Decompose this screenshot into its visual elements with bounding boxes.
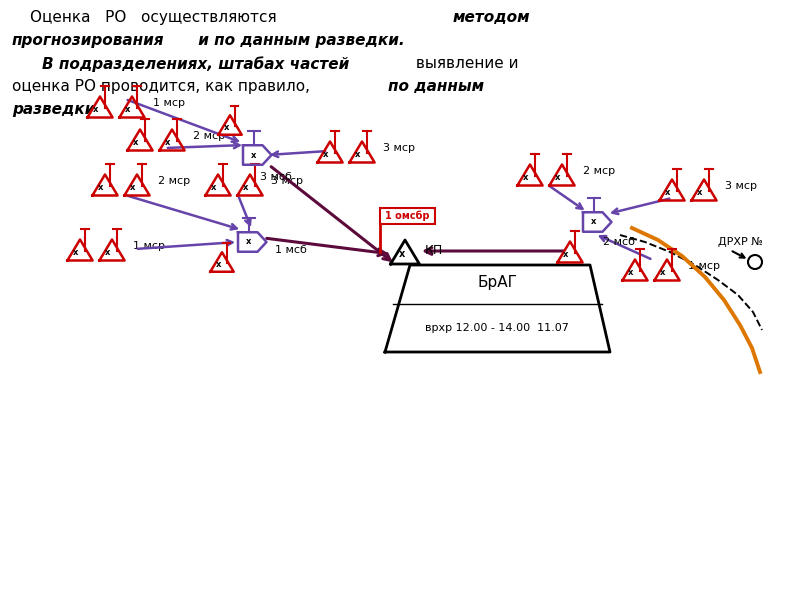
Text: x: x [125, 106, 130, 114]
Polygon shape [127, 130, 153, 151]
Text: x: x [591, 217, 596, 226]
Text: x: x [697, 188, 702, 197]
Text: по данным: по данным [388, 79, 484, 94]
Text: x: x [105, 248, 110, 257]
Text: ДРХР №: ДРХР № [718, 237, 763, 247]
Polygon shape [691, 179, 717, 200]
Polygon shape [87, 97, 113, 118]
Text: x: x [251, 151, 256, 160]
Polygon shape [622, 259, 648, 280]
Text: 1 омсбр: 1 омсбр [386, 211, 430, 221]
Polygon shape [518, 164, 542, 185]
Text: оценка РО проводится, как правило,: оценка РО проводится, как правило, [12, 79, 315, 94]
Text: x: x [355, 150, 361, 159]
Text: 2 мср: 2 мср [583, 166, 615, 176]
Text: x: x [73, 248, 78, 257]
Text: x: x [398, 250, 405, 259]
Text: x: x [223, 123, 229, 132]
Polygon shape [99, 239, 125, 260]
Text: x: x [98, 184, 103, 192]
Text: x: x [215, 260, 221, 269]
Text: 2 мср: 2 мср [158, 176, 190, 186]
Text: КП: КП [425, 244, 443, 257]
Text: x: x [130, 184, 135, 192]
Polygon shape [318, 142, 342, 163]
Polygon shape [654, 259, 680, 280]
Polygon shape [218, 115, 242, 135]
Polygon shape [206, 175, 230, 196]
Polygon shape [243, 145, 271, 165]
Polygon shape [238, 175, 262, 196]
Polygon shape [238, 232, 266, 252]
Text: x: x [211, 184, 217, 192]
Text: 2 мср: 2 мср [193, 131, 225, 141]
Text: 1 мсб: 1 мсб [275, 245, 307, 255]
Text: Оценка   РО   осуществляются: Оценка РО осуществляются [30, 10, 291, 25]
Text: 1 мср: 1 мср [133, 241, 165, 251]
Polygon shape [93, 175, 118, 196]
Polygon shape [558, 241, 582, 263]
Text: разведки.: разведки. [12, 102, 101, 117]
Text: 3 мср: 3 мср [725, 181, 757, 191]
Text: прогнозирования: прогнозирования [12, 33, 165, 48]
Text: 3 мср: 3 мср [271, 176, 303, 186]
Polygon shape [119, 97, 145, 118]
Polygon shape [659, 179, 685, 200]
Polygon shape [159, 130, 185, 151]
Text: x: x [555, 173, 561, 182]
Text: В подразделениях, штабах частей: В подразделениях, штабах частей [42, 56, 350, 72]
Text: методом: методом [453, 10, 530, 25]
Text: x: x [133, 138, 138, 147]
Text: 3 мср: 3 мср [383, 143, 415, 153]
Text: x: x [523, 173, 529, 182]
Text: x: x [563, 250, 569, 259]
Text: x: x [165, 138, 170, 147]
Polygon shape [350, 142, 374, 163]
Text: 1 мср: 1 мср [688, 261, 720, 271]
Polygon shape [125, 175, 150, 196]
Text: x: x [665, 188, 670, 197]
Text: x: x [660, 268, 666, 277]
Polygon shape [583, 212, 611, 232]
Text: x: x [243, 184, 249, 192]
Text: 2 мсб: 2 мсб [603, 237, 635, 247]
Text: 1 мср: 1 мср [153, 98, 185, 108]
Text: и по данным разведки.: и по данным разведки. [193, 33, 405, 48]
Text: 3 мсб: 3 мсб [260, 172, 292, 182]
Text: x: x [628, 268, 634, 277]
Polygon shape [550, 164, 574, 185]
Polygon shape [210, 252, 234, 272]
Text: выявление и: выявление и [411, 56, 518, 71]
Text: x: x [323, 150, 329, 159]
Polygon shape [390, 240, 419, 264]
Polygon shape [67, 239, 93, 260]
Text: x: x [246, 238, 251, 247]
Text: x: x [93, 106, 98, 114]
Text: врхр 12.00 - 14.00  11.07: врхр 12.00 - 14.00 11.07 [425, 323, 569, 333]
Bar [380, 208, 435, 224]
Text: БрАГ: БрАГ [477, 275, 517, 290]
Polygon shape [385, 265, 610, 352]
